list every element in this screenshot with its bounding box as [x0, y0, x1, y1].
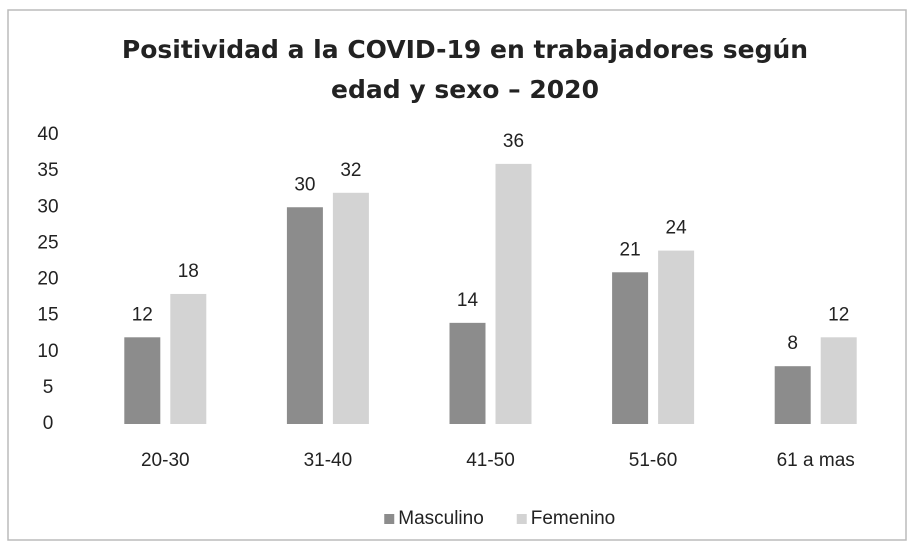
x-tick-label: 41-50	[466, 450, 515, 471]
bar	[332, 192, 369, 424]
x-tick-label: 51-60	[629, 450, 678, 471]
data-label: 21	[620, 239, 641, 260]
data-label: 12	[828, 304, 849, 325]
data-label: 30	[294, 174, 315, 195]
bar	[495, 163, 532, 424]
bar	[170, 293, 207, 424]
bar	[612, 272, 649, 424]
chart-border	[7, 9, 907, 541]
y-tick-label: 15	[37, 305, 58, 326]
chart-title: Positividad a la COVID-19 en trabajadore…	[121, 35, 809, 104]
bar	[820, 337, 857, 424]
y-tick-label: 10	[37, 341, 58, 362]
bar	[286, 207, 323, 424]
legend-swatch	[384, 514, 395, 524]
x-tick-label: 20-30	[141, 450, 190, 471]
y-tick-label: 20	[37, 269, 58, 290]
x-tick-label: 61 a mas	[777, 450, 855, 471]
y-tick-label: 5	[43, 377, 54, 398]
bar	[658, 250, 695, 424]
y-tick-label: 0	[43, 413, 54, 434]
data-label: 18	[178, 261, 199, 282]
data-label: 14	[457, 290, 479, 311]
legend-label: Masculino	[398, 508, 484, 529]
legend-swatch	[516, 514, 527, 524]
bar	[124, 337, 161, 424]
data-label: 36	[503, 131, 524, 152]
y-tick-label: 40	[37, 124, 58, 145]
y-tick-label: 35	[37, 160, 58, 181]
data-label: 12	[132, 304, 153, 325]
data-label: 32	[340, 160, 361, 181]
bar	[449, 322, 486, 424]
x-tick-label: 31-40	[304, 450, 353, 471]
bar	[774, 366, 811, 424]
data-label: 8	[787, 333, 798, 354]
legend-label: Femenino	[531, 508, 616, 529]
data-label: 24	[666, 218, 688, 239]
y-tick-label: 30	[37, 196, 58, 217]
y-tick-label: 25	[37, 232, 58, 253]
